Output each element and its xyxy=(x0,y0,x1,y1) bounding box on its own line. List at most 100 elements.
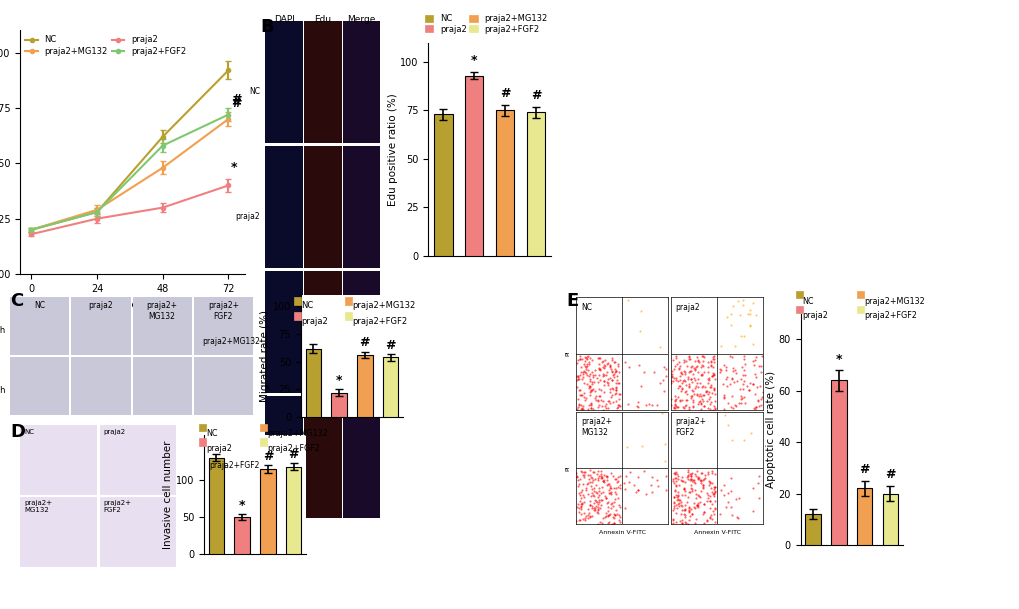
Point xyxy=(571,385,587,395)
Point xyxy=(736,365,752,375)
Point xyxy=(726,378,742,387)
Point xyxy=(684,401,700,411)
Point xyxy=(581,500,597,510)
Point xyxy=(582,400,598,409)
Point xyxy=(610,515,627,525)
Point xyxy=(677,400,693,410)
Point xyxy=(735,435,751,445)
Point xyxy=(704,354,720,364)
Bar xyxy=(856,488,871,545)
Point xyxy=(703,468,719,478)
Point xyxy=(695,352,711,362)
Point xyxy=(618,471,634,481)
Point xyxy=(597,511,613,521)
Point xyxy=(683,468,699,477)
Point xyxy=(694,357,710,367)
Text: #: # xyxy=(499,87,510,100)
Point xyxy=(664,518,681,528)
Point xyxy=(679,372,695,382)
Point xyxy=(655,386,672,396)
Point xyxy=(678,395,694,404)
Point xyxy=(596,474,612,484)
Text: praja2: praja2 xyxy=(235,212,260,220)
Point xyxy=(677,490,693,500)
Point xyxy=(680,367,696,377)
Point xyxy=(626,480,642,490)
Point xyxy=(602,364,619,374)
Point xyxy=(703,488,719,498)
Point xyxy=(699,357,715,367)
Point xyxy=(689,361,705,371)
Point xyxy=(699,493,715,503)
Point xyxy=(706,487,722,497)
Point xyxy=(667,508,684,518)
Point xyxy=(633,441,649,451)
Point xyxy=(703,371,719,381)
Point xyxy=(578,362,594,371)
Point xyxy=(584,510,600,520)
Point xyxy=(600,518,616,527)
Point xyxy=(574,498,590,508)
Point xyxy=(684,396,700,406)
Point xyxy=(706,482,722,491)
Point xyxy=(694,396,710,406)
Point xyxy=(622,467,638,477)
Point xyxy=(671,496,687,505)
Point xyxy=(667,353,684,363)
Point xyxy=(705,482,721,491)
Point xyxy=(591,518,607,527)
Point xyxy=(706,404,722,414)
Point xyxy=(577,467,593,477)
Point xyxy=(714,379,731,389)
Point xyxy=(699,367,715,377)
Point xyxy=(686,356,702,366)
Point xyxy=(628,401,644,411)
Point xyxy=(597,362,613,371)
Point xyxy=(658,293,675,303)
Point xyxy=(582,403,598,413)
Point xyxy=(571,400,587,410)
Point xyxy=(588,497,604,507)
Point xyxy=(716,502,733,512)
Point xyxy=(651,342,667,351)
Point xyxy=(581,474,597,484)
Point xyxy=(741,320,757,330)
Point xyxy=(592,471,608,481)
Bar xyxy=(465,76,483,256)
Point xyxy=(720,351,737,361)
Point xyxy=(585,371,601,381)
Point xyxy=(667,492,684,502)
Point xyxy=(599,396,615,406)
Point xyxy=(571,507,587,517)
Point xyxy=(590,493,606,502)
Point xyxy=(583,485,599,495)
Point xyxy=(620,362,636,372)
Point xyxy=(666,375,683,385)
Point xyxy=(674,518,690,527)
Text: praja2+FGF2: praja2+FGF2 xyxy=(210,462,260,470)
Point xyxy=(657,364,674,373)
Point xyxy=(597,355,613,365)
Point xyxy=(700,373,716,383)
Point xyxy=(578,359,594,368)
Text: praja2+
FGF2: praja2+ FGF2 xyxy=(104,501,131,513)
Point xyxy=(694,480,710,490)
Point xyxy=(615,357,632,367)
Point xyxy=(706,503,722,513)
Point xyxy=(606,510,623,520)
Text: #: # xyxy=(262,450,273,463)
Point xyxy=(573,404,589,414)
Point xyxy=(735,351,751,361)
Point xyxy=(754,387,770,397)
Point xyxy=(630,397,646,407)
Point xyxy=(689,356,705,365)
Point xyxy=(577,483,593,493)
Text: praja2+
MG132: praja2+ MG132 xyxy=(24,501,52,513)
Point xyxy=(681,382,697,392)
Point xyxy=(604,471,621,481)
Point xyxy=(694,382,710,392)
Point xyxy=(688,493,704,503)
Point xyxy=(692,362,708,372)
Point xyxy=(706,374,722,384)
Point xyxy=(595,513,611,523)
